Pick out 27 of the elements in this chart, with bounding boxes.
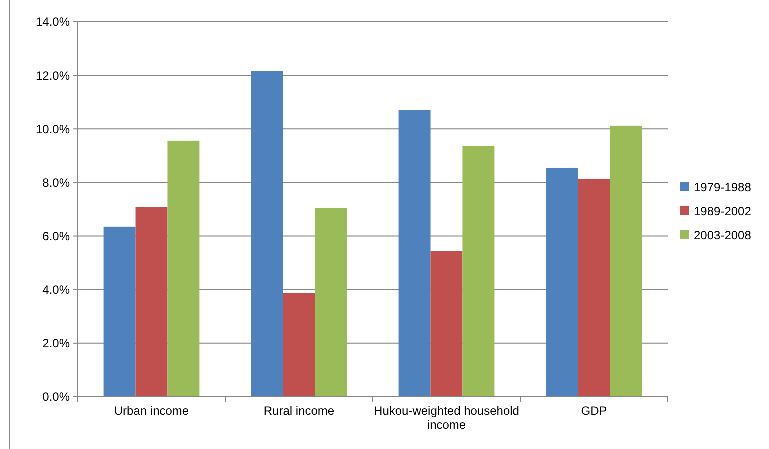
y-tick-label: 10.0% [36,122,70,136]
x-tick-label: GDP [581,404,608,418]
bar [610,126,642,397]
bar [462,146,495,397]
y-tick-label: 6.0% [42,229,70,244]
legend-label: 2003-2008 [694,228,752,243]
y-tick-label: 4.0% [42,283,70,298]
y-tick-label: 12.0% [36,68,70,83]
bar [283,293,316,397]
x-tick-label: Hukou-weighted household income [374,404,520,432]
bar [430,251,463,397]
bar [398,110,431,397]
legend-label: 1979-1988 [694,180,752,195]
x-tick-label: Urban income [114,404,190,418]
legend-label: 1989-2002 [694,204,752,219]
y-tick-label: 8.0% [42,176,70,190]
y-tick-label: 14.0% [36,15,70,30]
bar [315,208,348,397]
y-tick-label: 2.0% [42,336,70,351]
bar [136,207,168,397]
bar [168,140,200,397]
bar [251,71,284,397]
bar [104,226,136,397]
bar [546,168,578,397]
bar [578,178,610,397]
x-tick-label: Rural income [264,404,335,418]
y-tick-label: 0.0% [42,390,70,404]
